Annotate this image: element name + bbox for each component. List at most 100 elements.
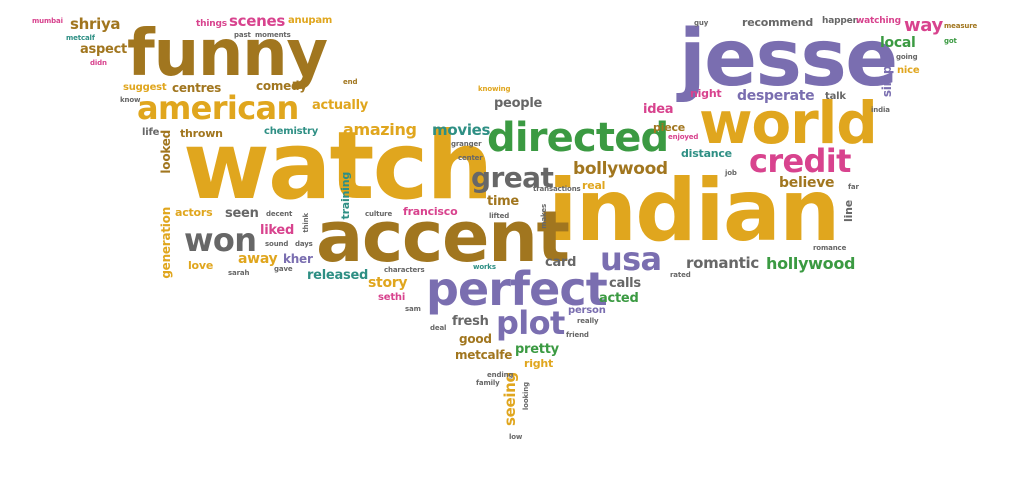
word-low: low	[509, 433, 523, 441]
word-actually: actually	[312, 98, 369, 113]
word-recommend: recommend	[742, 16, 814, 29]
word-way: way	[904, 15, 943, 36]
word-chemistry: chemistry	[264, 126, 319, 137]
word-card: card	[545, 255, 577, 270]
word-really: really	[577, 317, 599, 325]
word-hollywood: hollywood	[766, 254, 856, 273]
word-characters: characters	[384, 266, 425, 274]
word-world: world	[699, 89, 878, 157]
word-generation: generation	[159, 207, 173, 279]
word-kher: kher	[283, 252, 313, 266]
word-shriya: shriya	[70, 15, 121, 33]
word-idea: idea	[643, 102, 674, 117]
word-released: released	[307, 268, 369, 283]
word-away: away	[238, 251, 278, 267]
word-perfect: perfect	[426, 262, 608, 316]
word-pretty: pretty	[515, 342, 559, 357]
word-training: training	[339, 172, 352, 220]
word-lifted: lifted	[489, 212, 510, 220]
word-desperate: desperate	[737, 88, 815, 104]
word-suggest: suggest	[123, 82, 167, 93]
word-piece: piece	[653, 121, 685, 134]
word-aspect: aspect	[80, 42, 127, 57]
word-seeing: seeing	[501, 372, 519, 427]
word-people: people	[494, 96, 543, 111]
word-calls: calls	[609, 276, 641, 291]
word-francisco: francisco	[403, 205, 458, 218]
word-time: time	[487, 194, 519, 209]
word-know: know	[120, 96, 141, 104]
word-plot: plot	[496, 304, 565, 342]
word-got: got	[944, 37, 957, 45]
word-mumbai: mumbai	[32, 17, 63, 25]
word-bollywood: bollywood	[573, 159, 668, 179]
word-watching: watching	[856, 16, 901, 26]
word-right: right	[524, 357, 554, 370]
word-sound: sound	[265, 240, 289, 248]
word-talk: talk	[825, 91, 846, 102]
word-comedy: comedy	[256, 79, 307, 93]
word-going: going	[896, 53, 918, 61]
word-funny: funny	[127, 17, 328, 91]
word-guy: guy	[694, 19, 709, 27]
word-culture: culture	[365, 210, 393, 218]
word-american: american	[137, 89, 299, 127]
word-family: family	[476, 379, 500, 387]
word-amazing: amazing	[343, 120, 417, 139]
word-decent: decent	[266, 210, 293, 218]
word-simple: simple	[880, 54, 894, 98]
word-distance: distance	[681, 147, 732, 160]
word-indian: indian	[548, 161, 840, 261]
word-gave: gave	[274, 265, 293, 273]
word-liked: liked	[260, 223, 295, 238]
word-seen: seen	[225, 206, 259, 221]
word-anupam: anupam	[288, 15, 333, 26]
word-watch: watch	[183, 112, 493, 221]
word-works: works	[473, 263, 496, 271]
word-ending: ending	[487, 371, 514, 379]
word-things: things	[196, 19, 227, 29]
word-end: end	[343, 78, 358, 86]
word-nice: nice	[897, 65, 920, 76]
word-believe: believe	[779, 175, 835, 191]
word-won: won	[184, 221, 257, 259]
word-rated: rated	[670, 271, 691, 279]
word-accent: accent	[316, 196, 570, 278]
word-friend: friend	[566, 331, 589, 339]
word-days: days	[295, 240, 313, 248]
word-sethi: sethi	[378, 292, 406, 303]
word-didn: didn	[90, 59, 107, 67]
word-local: local	[880, 35, 916, 51]
word-makes: makes	[540, 204, 548, 229]
word-line: line	[842, 200, 855, 222]
word-romantic: romantic	[686, 254, 759, 272]
word-real: real	[582, 179, 606, 192]
word-acted: acted	[599, 291, 639, 306]
word-past: past	[234, 31, 251, 39]
word-knowing: knowing	[478, 85, 511, 93]
word-directed: directed	[487, 115, 669, 161]
word-romance: romance	[813, 244, 847, 252]
word-person: person	[568, 305, 606, 316]
word-great: great	[471, 161, 554, 194]
word-jesse: jesse	[679, 14, 898, 104]
word-love: love	[188, 259, 214, 272]
word-looking: looking	[522, 382, 530, 411]
word-sam: sam	[405, 305, 421, 313]
word-life: life	[142, 127, 160, 138]
word-sarah: sarah	[228, 269, 250, 277]
word-center: center	[458, 154, 483, 162]
word-measure: measure	[944, 22, 978, 30]
word-metcalfe: metcalfe	[455, 348, 513, 362]
word-good: good	[459, 332, 492, 346]
word-think: think	[302, 213, 310, 233]
word-happen: happen	[822, 16, 859, 26]
word-story: story	[368, 275, 408, 291]
word-actors: actors	[175, 206, 213, 219]
word-looked: looked	[159, 130, 173, 174]
word-granger: granger	[451, 140, 482, 148]
word-metcalf: metcalf	[66, 34, 95, 42]
word-movies: movies	[432, 121, 491, 139]
word-deal: deal	[430, 324, 447, 332]
word-thrown: thrown	[180, 127, 223, 140]
